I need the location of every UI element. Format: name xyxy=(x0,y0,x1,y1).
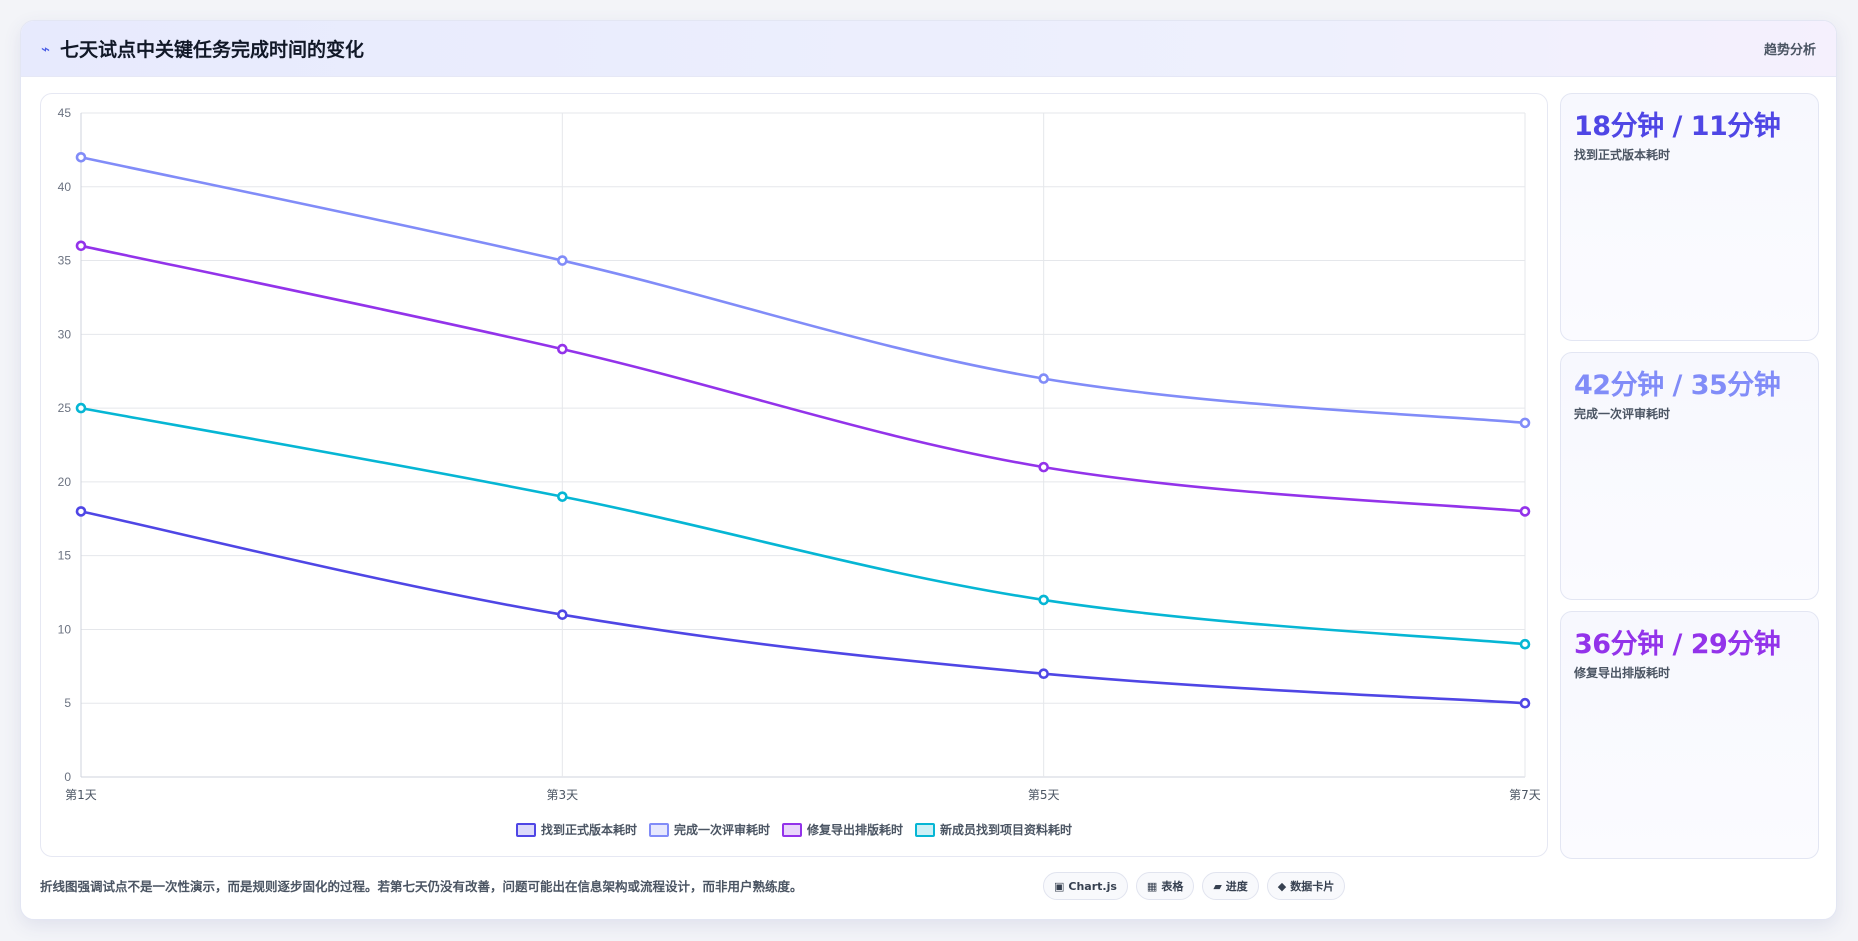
data-point xyxy=(1519,417,1531,429)
lightning-icon: ⌁ xyxy=(41,39,51,58)
chip-chartjs[interactable]: ▣ Chart.js xyxy=(1043,872,1128,900)
kpi-value: 18分钟 / 11分钟 xyxy=(1574,111,1781,142)
kpi-label: 修复导出排版耗时 xyxy=(1574,666,1671,680)
legend-item[interactable]: 完成一次评审耗时 xyxy=(648,821,770,838)
footer: 折线图强调试点不是一次性演示，而是规则逐步固化的过程。若第七天仍没有改善，问题可… xyxy=(40,869,1820,909)
legend-item[interactable]: 新成员找到项目资料耗时 xyxy=(915,821,1072,838)
kpi-label: 找到正式版本耗时 xyxy=(1574,148,1671,162)
data-point xyxy=(1038,461,1049,473)
y-tick-label: 35 xyxy=(58,254,72,268)
y-tick-label: 45 xyxy=(58,106,72,120)
y-tick-label: 25 xyxy=(58,401,72,415)
chip-table[interactable]: ▦ 表格 xyxy=(1135,872,1195,900)
kpi-value: 36分钟 / 29分钟 xyxy=(1574,629,1781,660)
chip-progress[interactable]: ▰ 进度 xyxy=(1202,872,1259,900)
data-point xyxy=(557,491,568,502)
kpi-value: 42分钟 / 35分钟 xyxy=(1574,370,1781,401)
data-point xyxy=(75,506,87,517)
kpi-card-version: 18分钟 / 11分钟 找到正式版本耗时 xyxy=(1560,93,1819,341)
title-wrap: ⌁ 七天试点中关键任务完成时间的变化 xyxy=(41,35,364,62)
y-tick-label: 10 xyxy=(58,622,72,636)
legend-swatch xyxy=(782,822,802,837)
diamond-icon: ◆ xyxy=(1277,879,1287,893)
chip-label: 进度 xyxy=(1225,880,1248,893)
data-point xyxy=(75,151,87,163)
y-tick-label: 20 xyxy=(58,475,72,489)
y-tick-label: 40 xyxy=(58,180,72,194)
header-category-label: 趋势分析 xyxy=(1763,43,1816,58)
series-line-1 xyxy=(79,155,1527,425)
series-line-0 xyxy=(79,510,1527,705)
data-point xyxy=(75,402,87,414)
data-point xyxy=(1519,697,1531,709)
chart-panel: 0 5 10 15 20 25 30 35 40 45 第1天 第3天 第5天 第7天 找到正式版本耗时 完… xyxy=(40,93,1548,857)
x-tick-label: 第1天 xyxy=(65,788,97,802)
chart-icon: ▣ xyxy=(1054,879,1065,893)
legend-item[interactable]: 修复导出排版耗时 xyxy=(782,821,903,838)
y-tick-label: 0 xyxy=(64,770,71,784)
legend-swatch xyxy=(915,822,936,837)
data-point xyxy=(557,343,568,355)
legend-swatch xyxy=(515,822,536,837)
data-point xyxy=(1038,668,1049,680)
data-point xyxy=(1519,638,1531,650)
chip-label: 表格 xyxy=(1161,880,1184,893)
data-point xyxy=(557,609,568,620)
data-point xyxy=(1038,373,1049,384)
chip-label: Chart.js xyxy=(1068,879,1117,893)
chart-legend: 找到正式版本耗时 完成一次评审耗时 修复导出排版耗时 新成员找到项目资料耗时 xyxy=(41,821,1547,838)
series-line-2 xyxy=(79,244,1527,513)
chip-label: 数据卡片 xyxy=(1290,880,1335,893)
main-card: ⌁ 七天试点中关键任务完成时间的变化 趋势分析 0 5 10 15 20 25 30 35 40… xyxy=(20,20,1837,920)
x-tick-label: 第3天 xyxy=(547,788,579,802)
kpi-label: 完成一次评审耗时 xyxy=(1574,407,1671,421)
table-icon: ▦ xyxy=(1146,879,1158,893)
legend-label: 完成一次评审耗时 xyxy=(673,823,770,837)
y-tick-label: 5 xyxy=(64,696,71,710)
x-tick-label: 第7天 xyxy=(1509,788,1541,802)
x-tick-label: 第5天 xyxy=(1028,788,1060,802)
data-point xyxy=(1038,594,1049,606)
progress-icon: ▰ xyxy=(1213,879,1222,893)
data-point xyxy=(557,255,568,266)
legend-label: 修复导出排版耗时 xyxy=(807,823,904,837)
footer-note: 折线图强调试点不是一次性演示，而是规则逐步固化的过程。若第七天仍没有改善，问题可… xyxy=(40,879,803,894)
chip-data-card[interactable]: ◆ 数据卡片 xyxy=(1266,872,1346,900)
line-chart: 0 5 10 15 20 25 30 35 40 45 第1天 第3天 第5天 第7天 xyxy=(58,106,1541,802)
series-line-3 xyxy=(79,406,1527,646)
data-point xyxy=(1519,506,1531,517)
legend-swatch xyxy=(648,822,669,837)
card-header: ⌁ 七天试点中关键任务完成时间的变化 趋势分析 xyxy=(21,21,1836,77)
page-title: 七天试点中关键任务完成时间的变化 xyxy=(60,39,365,61)
legend-label: 新成员找到项目资料耗时 xyxy=(940,823,1073,837)
chip-list: ▣ Chart.js ▦ 表格 ▰ 进度 ◆ 数据卡片 xyxy=(1043,872,1346,900)
y-tick-label: 30 xyxy=(58,327,72,341)
legend-label: 找到正式版本耗时 xyxy=(540,823,637,837)
legend-item[interactable]: 找到正式版本耗时 xyxy=(515,821,637,838)
kpi-card-export: 36分钟 / 29分钟 修复导出排版耗时 xyxy=(1560,611,1819,859)
kpi-card-review: 42分钟 / 35分钟 完成一次评审耗时 xyxy=(1560,352,1819,600)
data-point xyxy=(75,240,87,252)
y-tick-label: 15 xyxy=(58,549,72,563)
